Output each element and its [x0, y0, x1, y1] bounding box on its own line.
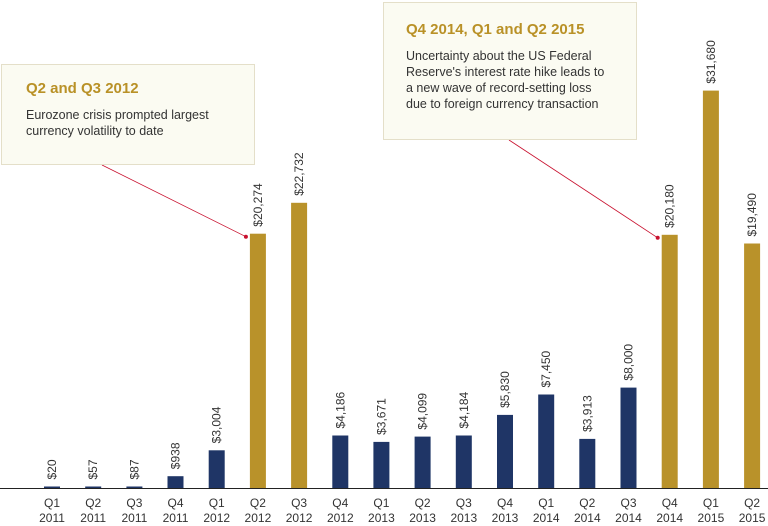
callout-title: Q4 2014, Q1 and Q2 2015 [406, 21, 585, 38]
tick-label-quarter: Q4 [167, 496, 183, 510]
tick-label-year: 2012 [286, 511, 313, 525]
value-label: $4,186 [333, 391, 347, 428]
value-label: $3,004 [210, 406, 224, 443]
bar-q4-2014 [661, 234, 678, 488]
tick-label-quarter: Q2 [579, 496, 595, 510]
tick-label-year: 2015 [698, 511, 725, 525]
bar-q4-2012 [332, 435, 349, 488]
tick-label-quarter: Q2 [415, 496, 431, 510]
tick-label-year: 2012 [245, 511, 272, 525]
tick-label-quarter: Q1 [209, 496, 225, 510]
callout-connectors [101, 139, 660, 240]
tick-label-year: 2013 [450, 511, 477, 525]
value-label: $87 [127, 459, 141, 479]
bar-q3-2013 [455, 435, 472, 488]
tick-label-year: 2011 [163, 511, 189, 525]
tick-label-quarter: Q3 [126, 496, 142, 510]
tick-label-year: 2015 [739, 511, 766, 525]
tick-label-quarter: Q4 [662, 496, 678, 510]
callout-body: Eurozone crisis prompted largest currenc… [26, 108, 209, 138]
value-label: $20,180 [663, 184, 677, 228]
tick-label-year: 2013 [409, 511, 436, 525]
bar-q1-2013 [373, 441, 390, 488]
value-label: $3,671 [374, 398, 388, 435]
tick-label-quarter: Q4 [497, 496, 513, 510]
value-label: $8,000 [622, 344, 636, 381]
bars-group [44, 90, 761, 489]
callout-connector-dot [243, 234, 248, 239]
bar-q3-2012 [291, 202, 308, 489]
tick-label-year: 2014 [656, 511, 683, 525]
callout-connector-line [101, 164, 247, 238]
bar-q3-2014 [620, 387, 637, 488]
tick-label-year: 2014 [533, 511, 560, 525]
callout-body: Uncertainty about the US Federal Reserve… [406, 49, 605, 111]
bar-q2-2015 [744, 243, 761, 488]
value-label: $31,680 [704, 40, 718, 84]
bar-q3-2011 [126, 486, 143, 488]
callout-connector-line [508, 139, 658, 239]
value-label: $5,830 [498, 371, 512, 408]
value-label: $22,732 [292, 152, 306, 196]
tick-label-quarter: Q4 [332, 496, 348, 510]
tick-label-year: 2013 [492, 511, 519, 525]
value-label: $3,913 [580, 395, 594, 432]
value-label: $20 [45, 459, 59, 479]
tick-label-quarter: Q1 [373, 496, 389, 510]
callout-connector-dot [655, 235, 660, 240]
value-labels-group: $20 $57 $87 $938 $3,004 $20,274 $22,732 $4,186 $… [45, 40, 759, 480]
value-label: $4,099 [416, 393, 430, 430]
tick-label-year: 2012 [203, 511, 230, 525]
callout-us-fed-uncertainty: Q4 2014, Q1 and Q2 2015 Uncertainty abou… [383, 2, 637, 140]
tick-label-quarter: Q1 [703, 496, 719, 510]
tick-label-year: 2011 [121, 511, 147, 525]
tick-label-year: 2011 [80, 511, 106, 525]
bar-q4-2011 [167, 476, 184, 488]
bar-q1-2015 [702, 90, 719, 488]
value-label: $7,450 [539, 350, 553, 387]
tick-label-quarter: Q3 [620, 496, 636, 510]
tick-label-quarter: Q3 [291, 496, 307, 510]
tick-label-year: 2013 [368, 511, 395, 525]
value-label: $19,490 [745, 193, 759, 237]
value-label: $938 [169, 442, 183, 469]
bar-q2-2011 [85, 486, 102, 488]
tick-label-year: 2014 [615, 511, 642, 525]
bar-q2-2012 [249, 233, 266, 488]
value-label: $57 [86, 459, 100, 479]
bar-q2-2013 [414, 436, 431, 488]
tick-label-quarter: Q1 [44, 496, 60, 510]
bar-q1-2011 [44, 486, 60, 488]
tick-label-quarter: Q2 [744, 496, 760, 510]
callout-title: Q2 and Q3 2012 [26, 80, 139, 97]
bar-q4-2013 [497, 414, 513, 488]
bar-q1-2012 [208, 450, 225, 488]
tick-label-quarter: Q2 [85, 496, 101, 510]
tick-label-year: 2014 [574, 511, 601, 525]
callout-eurozone-crisis: Q2 and Q3 2012 Eurozone crisis prompted … [1, 64, 255, 165]
value-label: $20,274 [251, 183, 265, 227]
tick-label-year: 2012 [327, 511, 354, 525]
value-label: $4,184 [457, 391, 471, 428]
tick-label-quarter: Q2 [250, 496, 266, 510]
tick-label-quarter: Q3 [456, 496, 472, 510]
bar-q2-2014 [579, 438, 596, 488]
tick-labels-group: Q12011Q22011Q32011Q42011Q12012Q22012Q320… [39, 496, 766, 525]
tick-label-year: 2011 [39, 511, 65, 525]
tick-label-quarter: Q1 [538, 496, 554, 510]
bar-q1-2014 [538, 394, 555, 488]
